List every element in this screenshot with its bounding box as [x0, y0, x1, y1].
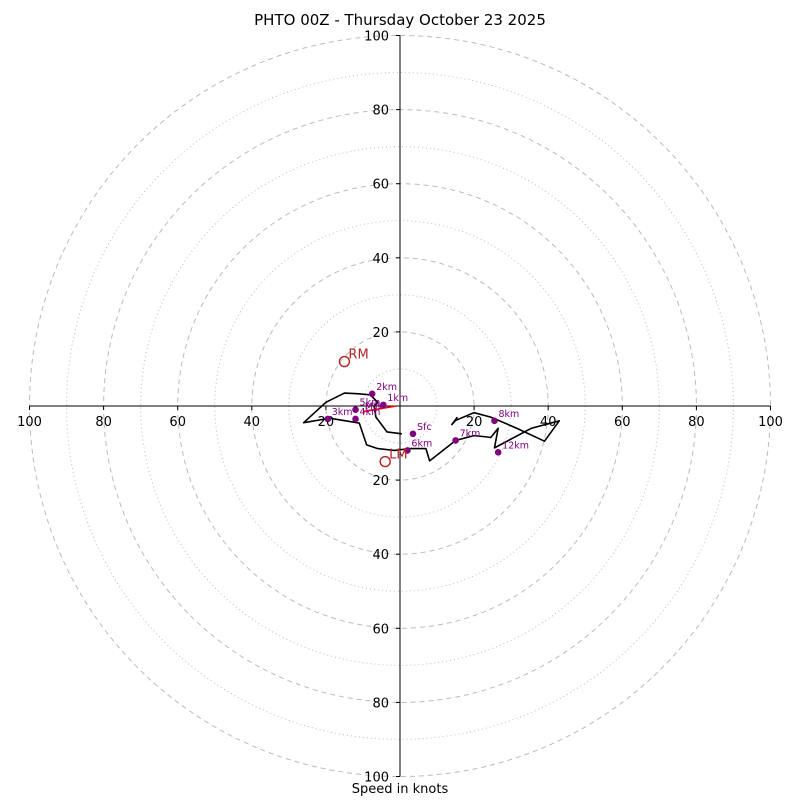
height-marker-label: 2km — [376, 382, 397, 393]
height-marker-dot — [368, 390, 376, 398]
x-tick-label: 60 — [614, 415, 631, 430]
height-marker-dot — [352, 415, 359, 423]
x-axis-label: Speed in knots — [351, 782, 449, 797]
height-marker-dot — [494, 449, 502, 456]
height-marker-label: Sfc — [417, 422, 432, 433]
x-tick-label: 60 — [169, 415, 186, 430]
y-tick-label: 100 — [364, 771, 389, 786]
x-tick-label: 80 — [95, 415, 112, 430]
x-tick-label: 40 — [244, 415, 261, 430]
storm-motion-line — [362, 405, 397, 413]
height-marker-dot — [452, 437, 459, 444]
height-marker-dot — [380, 401, 387, 409]
axes — [29, 35, 771, 777]
y-tick-label: 60 — [372, 178, 389, 193]
height-marker-label: 6km — [411, 438, 432, 449]
height-marker-label: 7km — [460, 428, 481, 439]
y-tick-label: 60 — [372, 622, 389, 637]
height-marker-dot — [404, 447, 411, 454]
storm-motion-marker — [379, 455, 391, 468]
y-tick-label: 80 — [372, 696, 389, 711]
y-tick-label: 100 — [364, 30, 389, 45]
height-marker-dot — [491, 417, 498, 425]
x-tick-label: 100 — [758, 415, 783, 430]
height-marker-label: 1km — [387, 393, 408, 404]
height-marker-label: 5km — [360, 398, 381, 409]
x-tick-label: 100 — [17, 415, 42, 430]
height-marker-label: 4km — [360, 407, 381, 418]
height-marker-label: 3km — [332, 407, 353, 418]
y-tick-label: 20 — [372, 326, 389, 341]
height-marker-label: 12km — [502, 440, 529, 451]
chart-title: PHTO 00Z - Thursday October 23 2025 — [254, 11, 546, 29]
height-marker-dot — [352, 406, 359, 414]
hodograph-line — [302, 392, 561, 462]
height-marker-dot — [409, 430, 417, 438]
y-tick-label: 40 — [372, 252, 389, 267]
storm-motion-label: RM — [348, 348, 368, 363]
x-tick-label: 80 — [688, 415, 705, 430]
hodograph-trace — [302, 392, 561, 462]
x-tick-label: 40 — [540, 415, 557, 430]
height-marker-dot — [324, 415, 332, 423]
x-tick-label: 20 — [466, 415, 483, 430]
y-tick-label: 20 — [372, 474, 389, 489]
mean-wind-label: MW — [365, 402, 383, 413]
height-marker-label: 8km — [498, 409, 519, 420]
y-tick-label: 40 — [372, 548, 389, 563]
storm-motion-marker — [338, 355, 351, 368]
storm-motion-points: RM LM — [338, 348, 408, 468]
y-tick-label: 80 — [372, 104, 389, 119]
tick-labels: 100 80 60 40 20 20 40 60 80 100100806040202040608… — [17, 30, 783, 786]
storm-motion-label: LM — [389, 448, 407, 463]
